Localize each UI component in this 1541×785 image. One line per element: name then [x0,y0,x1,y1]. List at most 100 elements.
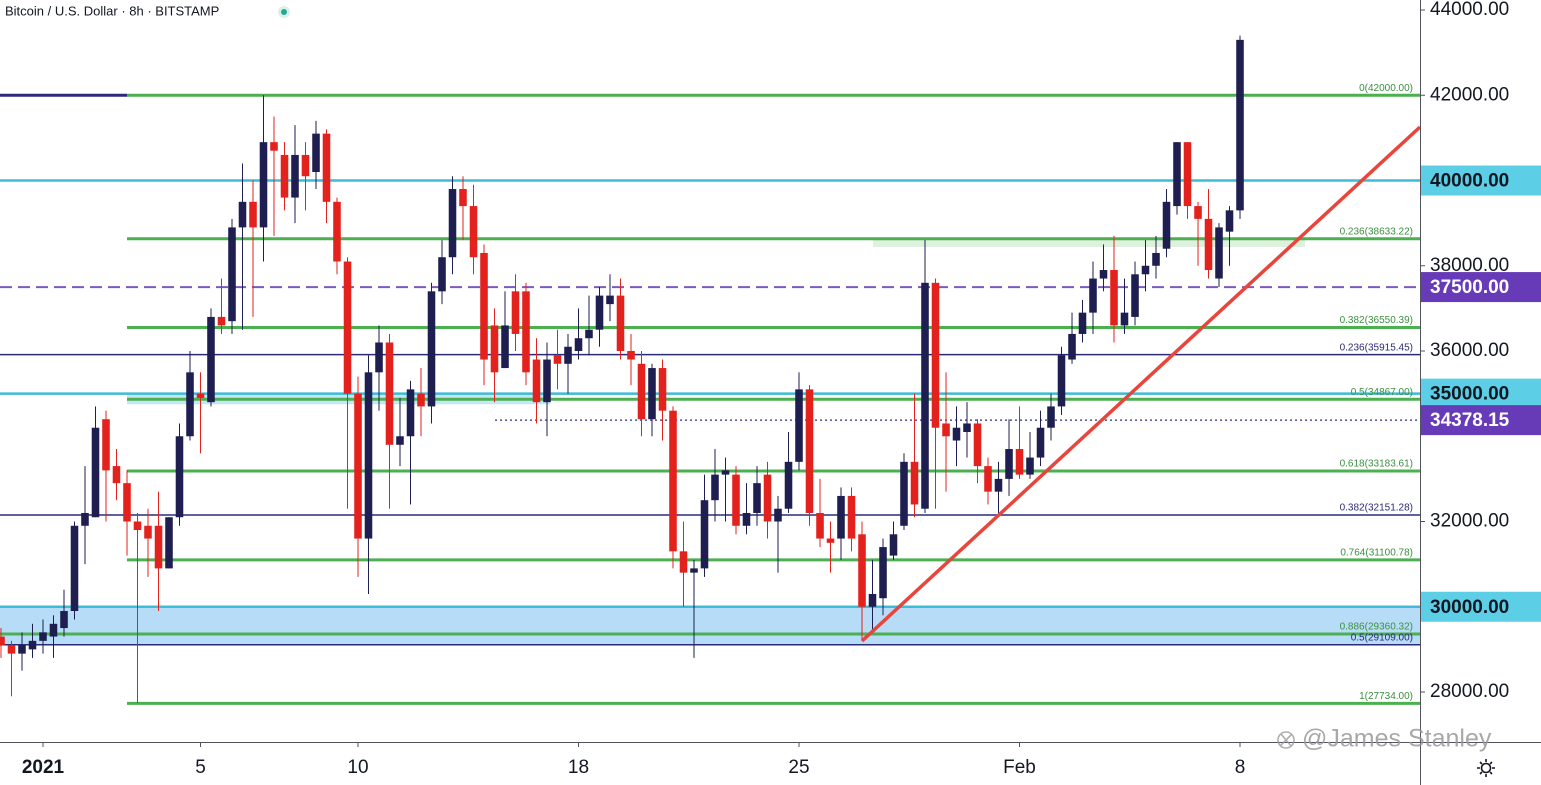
candle-body [112,466,121,484]
candle-body [186,372,194,437]
candle-body [595,295,604,330]
candle-body [1225,210,1234,232]
plot-area: 0(42000.00) 0.236(38633.22) 0.382(36550.39… [0,35,1422,705]
candle-body [1194,206,1202,219]
candle-body [406,389,415,437]
price-label-box [1421,272,1541,303]
candle-body [7,645,16,654]
level-label: 0.236(35915.45) [1340,342,1413,353]
candle-body [1131,274,1139,317]
candle-body [553,355,562,364]
candle-body [102,419,110,471]
candle-body [154,525,163,569]
candle-body [900,461,908,526]
settings-icon[interactable] [1477,759,1495,777]
x-tick-label: 2021 [22,757,65,778]
candle-body [175,436,184,518]
candle-body [732,474,740,526]
candle-body [532,359,541,403]
candle-body [312,133,320,172]
price-label: 37500.00 [1430,277,1509,298]
price-label-box [1421,405,1541,436]
candle-body [427,291,436,407]
candle-body [343,261,352,394]
candle-body [438,257,446,292]
candle-body [837,495,845,539]
level-label: 0.382(36550.39) [1340,315,1413,326]
candle-body [1047,406,1055,428]
candle-body [1099,270,1108,279]
candle-body [1204,218,1213,271]
candle-body [60,611,68,629]
candle-body [39,632,47,641]
x-tick-label: 18 [568,757,589,778]
candle-body [847,495,856,539]
price-label-box [1421,165,1541,196]
candle-body [889,534,898,556]
candle-body [49,623,58,637]
candle-body [1057,355,1066,407]
level-label: 0.5(29109.00) [1351,632,1413,643]
candle-body [816,512,824,539]
y-tick-label: 28000.00 [1430,681,1509,702]
candle-body [448,189,457,258]
candle-body [1162,201,1171,249]
candle-body [963,423,971,432]
candle-body [396,436,404,445]
candle-body [123,483,131,522]
candle-body [1215,227,1223,279]
watermark-icon [1277,731,1295,749]
candle-body [984,466,992,492]
candle-body [585,329,593,339]
candle-body [144,525,152,539]
candle-body [133,521,142,531]
candle-body [0,636,5,646]
candle-body [1183,142,1192,207]
x-tick-label: Feb [1003,757,1036,778]
candle-body [459,189,467,207]
price-label: 40000.00 [1430,171,1509,192]
candle-body [1089,278,1097,313]
y-tick-label: 44000.00 [1430,0,1509,20]
candle-body [469,206,478,258]
trendline [860,125,1422,643]
candle-body [291,154,299,198]
candle-body [574,338,583,352]
level-label: 0.764(31100.78) [1340,547,1413,558]
candle-body [301,154,310,177]
candle-body [858,534,866,607]
y-tick-label: 38000.00 [1430,255,1509,276]
zone [0,606,1420,645]
candle-body [711,474,719,501]
candle-body [868,593,877,607]
candle-body [228,227,236,322]
level-label: 0.886(29360.32) [1340,622,1413,633]
candle-body [217,316,226,326]
candle-body [973,423,982,467]
level-label: 0.236(38633.22) [1340,226,1413,237]
candle-body [196,393,205,398]
price-label: 35000.00 [1430,384,1509,405]
candle-body [616,295,625,352]
candle-body [1152,252,1160,266]
candle-body [385,342,394,445]
candle-body [238,201,247,228]
candle-body [1036,427,1045,458]
candle-body [81,512,89,526]
watermark: @James Stanley [1302,725,1492,753]
candle-body [522,291,530,373]
candle-body [501,325,509,369]
level-label: 0(42000.00) [1359,83,1413,94]
candle-body [1005,449,1013,479]
candle-body [805,389,814,513]
level-label: 0.5(34867.00) [1351,387,1413,398]
candle-body [679,551,688,573]
candle-body [669,410,677,552]
price-label-box [1421,591,1541,622]
candle-body [322,133,331,202]
candle-body [627,351,635,360]
candle-body [364,372,373,539]
candle-body [1068,333,1076,360]
